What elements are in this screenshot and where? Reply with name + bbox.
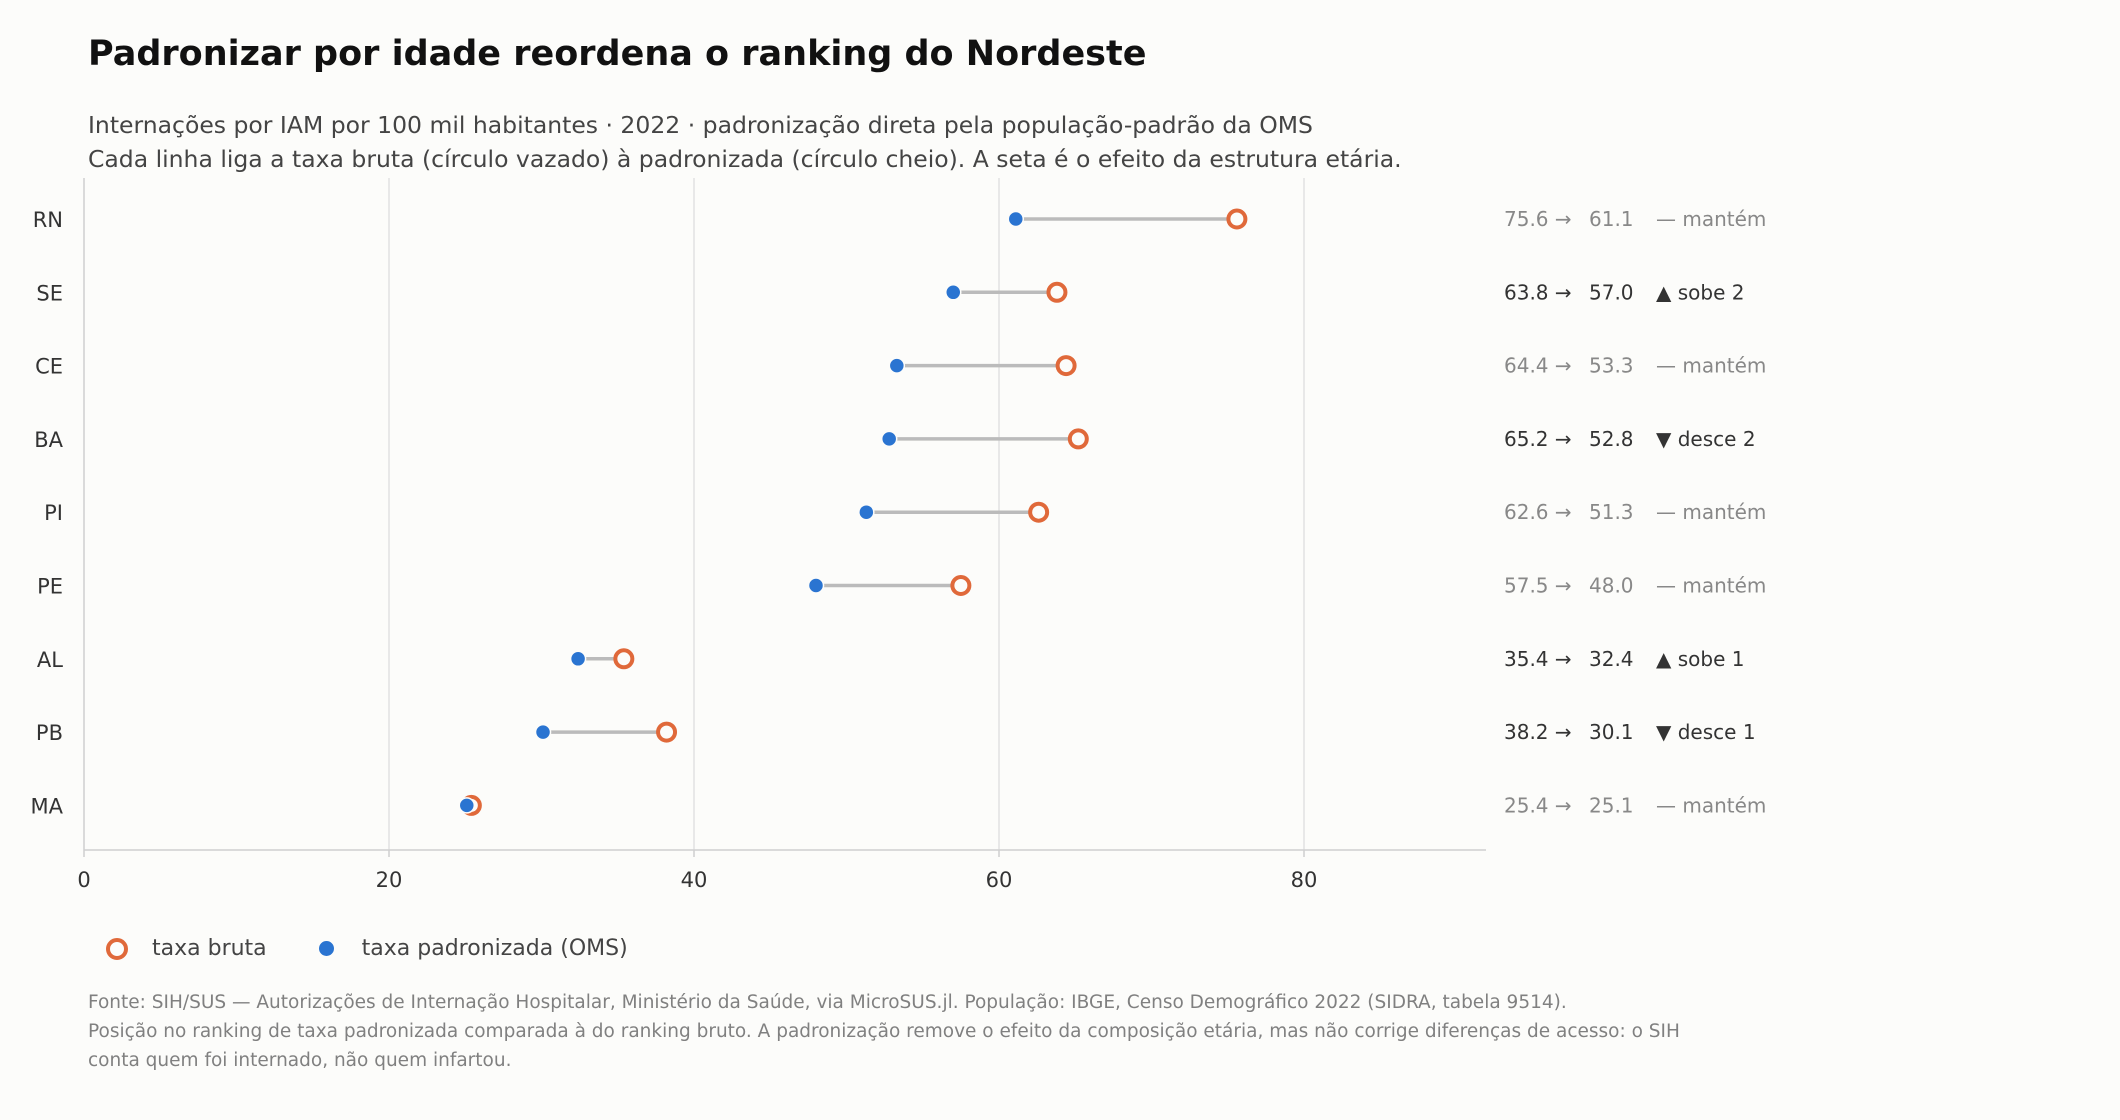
legend-item-std: taxa padronizada (OMS) — [315, 936, 628, 961]
row-label-se: SE — [36, 281, 63, 305]
raw-point-se — [1046, 281, 1068, 303]
std-point-pe — [807, 577, 825, 594]
x-tick-label: 0 — [77, 868, 90, 892]
annotation-al: 35.4 → 32.4 ▲ sobe 1 — [1504, 647, 1744, 671]
row-label-rn: RN — [33, 208, 63, 232]
annotation-ce: 64.4 → 53.3— mantém — [1504, 354, 1766, 378]
footnote-line-2: Posição no ranking de taxa padronizada c… — [88, 1021, 1680, 1042]
annotation-ma: 25.4 → 25.1— mantém — [1504, 793, 1766, 817]
legend-label-std: taxa padronizada (OMS) — [361, 936, 628, 961]
chart-title: Padronizar por idade reordena o ranking … — [88, 34, 1147, 74]
std-point-rn — [1007, 210, 1025, 228]
chart-subtitle: Internações por IAM por 100 mil habitant… — [88, 108, 1402, 176]
raw-point-pb — [656, 721, 678, 743]
annotation-pi: 62.6 → 51.3— mantém — [1504, 500, 1766, 524]
row-label-al: AL — [37, 648, 63, 672]
subtitle-line-1: Internações por IAM por 100 mil habitant… — [88, 111, 1313, 139]
value-annotations: 75.6 → 61.1— mantém 63.8 → 57.0 ▲ sobe 2 64.4… — [1504, 207, 1766, 817]
row-label-ce: CE — [35, 355, 63, 379]
footnote-line-3: conta quem foi internado, não quem infar… — [88, 1050, 512, 1071]
std-point-ma — [458, 797, 476, 814]
grid-lines — [388, 178, 1305, 850]
annotation-ba: 65.2 → 52.8 ▼ desce 2 — [1504, 427, 1756, 451]
x-tick-label: 80 — [1291, 868, 1318, 892]
hollow-circle-icon — [106, 937, 128, 960]
raw-point-ce — [1055, 355, 1077, 377]
x-tick-label: 20 — [376, 868, 403, 892]
std-point-se — [945, 284, 962, 301]
annotation-pe: 57.5 → 48.0— mantém — [1504, 574, 1766, 598]
chart-marks — [458, 208, 1248, 816]
subtitle-line-2: Cada linha liga a taxa bruta (círculo va… — [88, 145, 1402, 173]
raw-point-pe — [950, 575, 972, 596]
legend-label-raw: taxa bruta — [152, 936, 267, 961]
std-point-al — [569, 650, 587, 668]
x-axis: 0 20 40 60 80 Internações por 100 mil habitan… — [77, 178, 1486, 900]
y-axis-labels: RN SE CE BA PI PE AL PB MA — [31, 208, 64, 818]
raw-point-al — [613, 648, 635, 670]
std-point-ce — [888, 357, 906, 374]
raw-point-rn — [1226, 208, 1248, 230]
std-point-pb — [534, 723, 552, 741]
x-tick-label: 60 — [986, 868, 1013, 892]
row-label-ba: BA — [34, 428, 63, 452]
row-label-pb: PB — [36, 721, 63, 745]
std-point-ba — [880, 430, 898, 448]
filled-circle-icon — [318, 941, 334, 956]
annotation-rn: 75.6 → 61.1— mantém — [1504, 207, 1766, 231]
legend-item-raw: taxa bruta — [106, 936, 267, 961]
row-label-pi: PI — [44, 501, 63, 525]
x-tick-label: 40 — [681, 868, 708, 892]
raw-point-ba — [1067, 428, 1089, 450]
row-label-pe: PE — [37, 575, 63, 599]
footnote: Fonte: SIH/SUS — Autorizações de Interna… — [88, 988, 1680, 1075]
row-label-ma: MA — [31, 794, 64, 818]
footnote-line-1: Fonte: SIH/SUS — Autorizações de Interna… — [88, 992, 1567, 1013]
x-axis-title: Internações por 100 mil habitantes — [579, 898, 992, 900]
dumbbell-chart: 0 20 40 60 80 Internações por 100 mil habitan… — [31, 178, 1766, 900]
std-point-pi — [858, 503, 875, 521]
annotation-pb: 38.2 → 30.1 ▼ desce 1 — [1504, 720, 1756, 744]
legend: taxa bruta taxa padronizada (OMS) — [106, 936, 676, 961]
raw-point-pi — [1028, 501, 1050, 523]
annotation-se: 63.8 → 57.0 ▲ sobe 2 — [1504, 280, 1744, 304]
